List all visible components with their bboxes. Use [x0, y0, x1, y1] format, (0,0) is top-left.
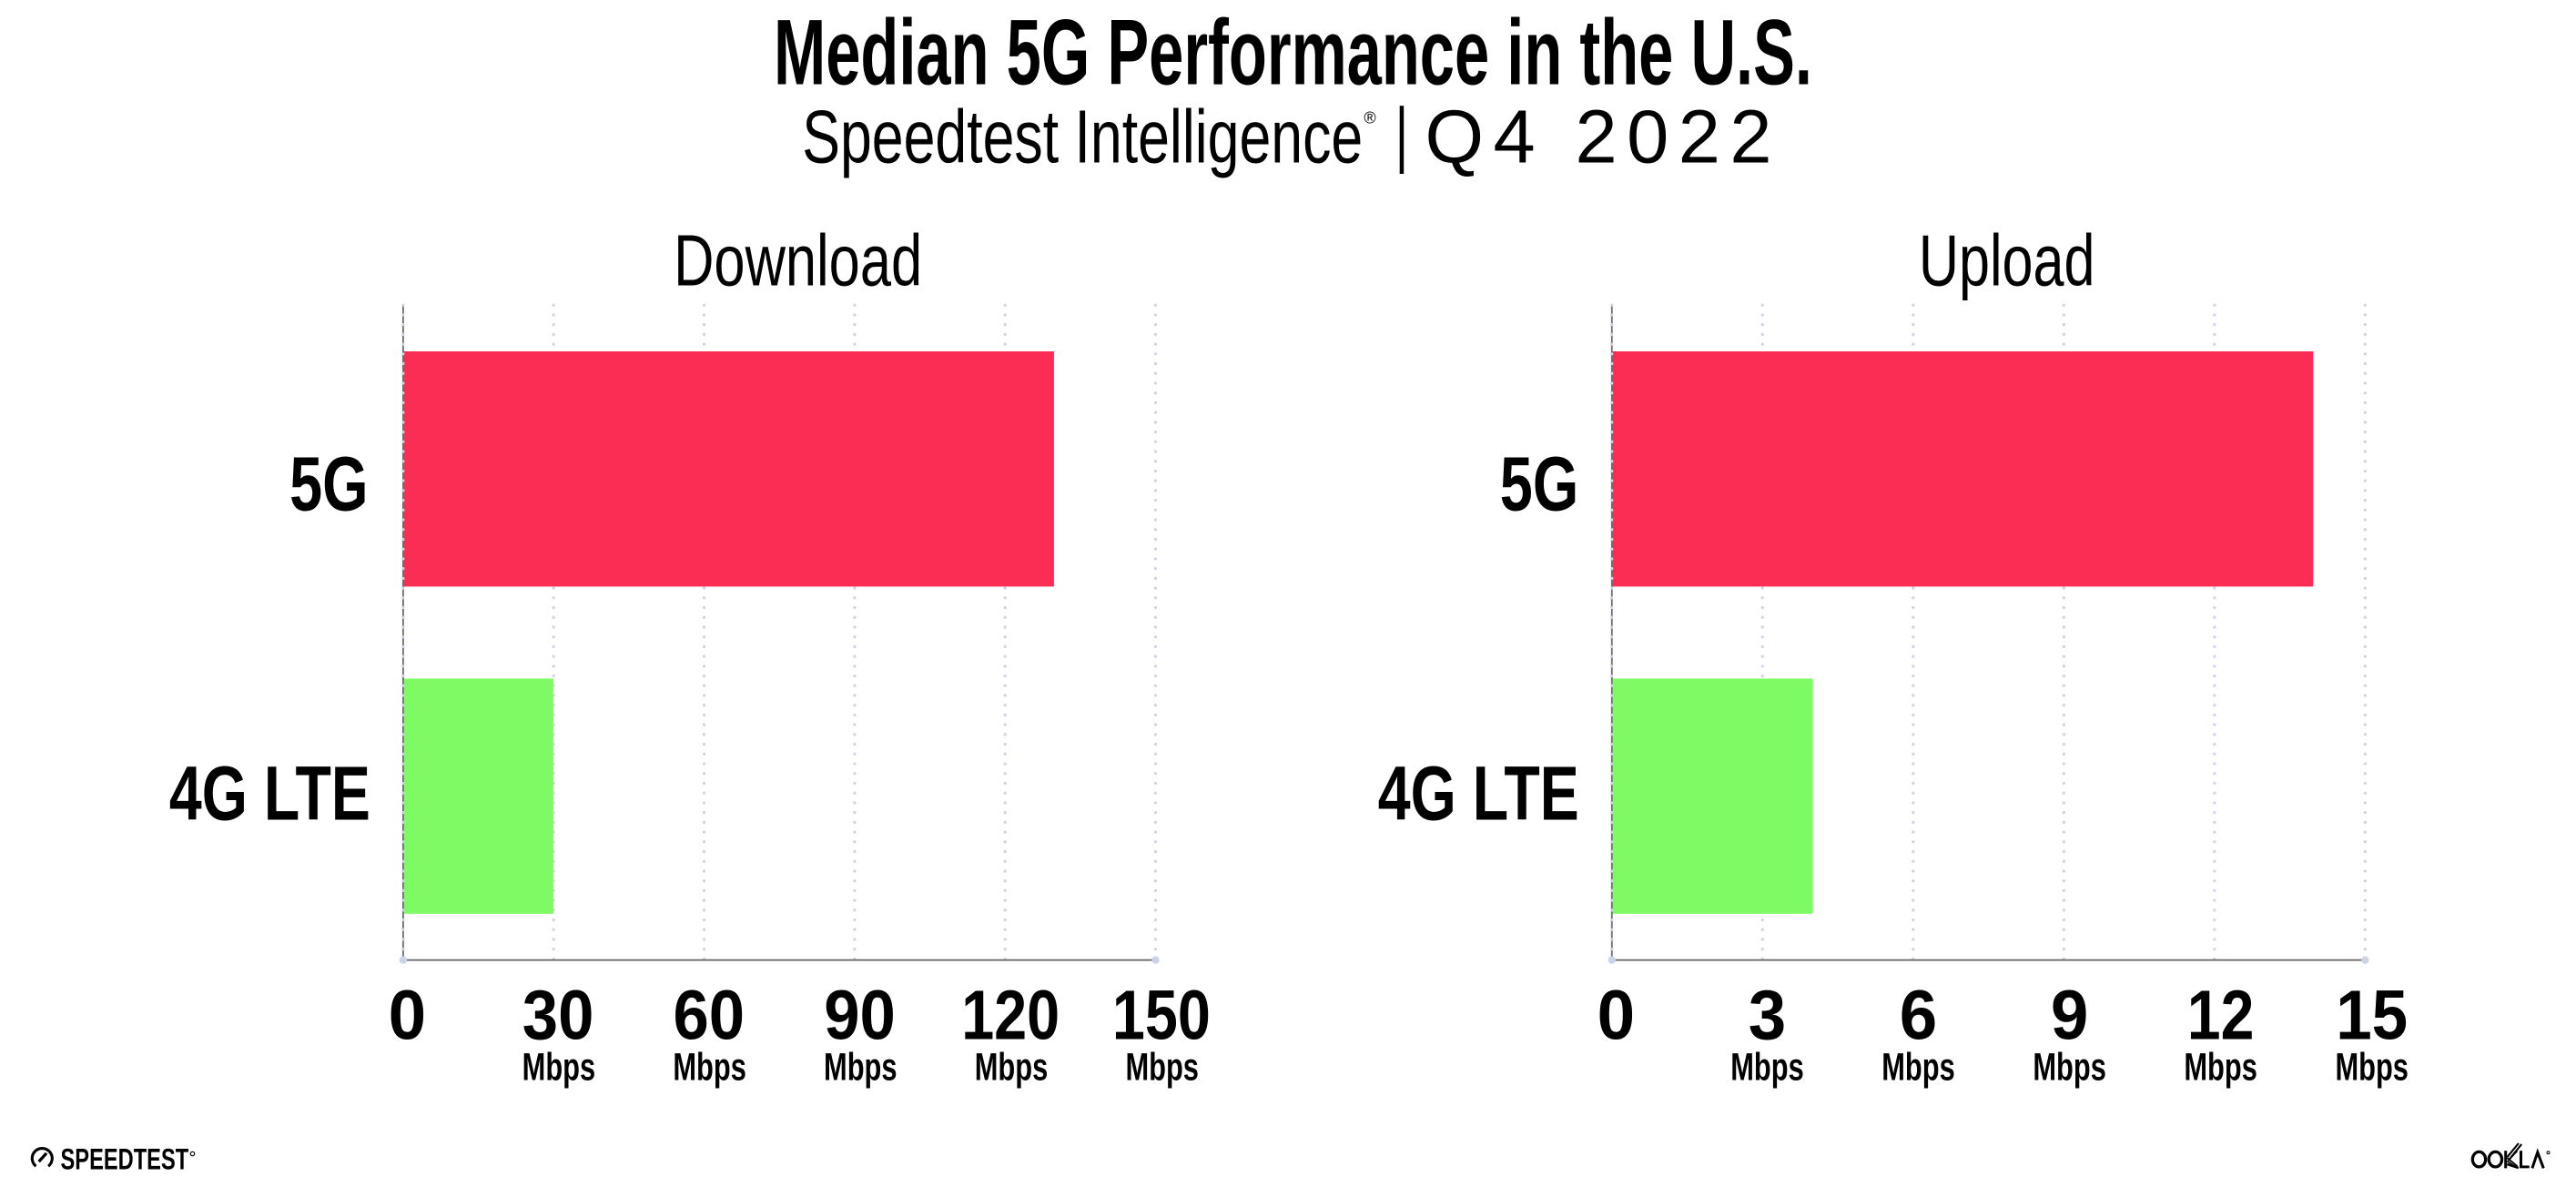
svg-text:6: 6: [1900, 976, 1938, 1054]
svg-text:Mbps: Mbps: [824, 1046, 898, 1090]
svg-text:5G: 5G: [289, 441, 369, 527]
svg-text:SPEEDTEST: SPEEDTEST: [61, 1143, 189, 1176]
svg-text:60: 60: [674, 976, 745, 1054]
svg-text:®: ®: [1364, 108, 1375, 127]
svg-text:Median 5G Performance in the U: Median 5G Performance in the U.S.: [774, 1, 1812, 105]
svg-text:5G: 5G: [1500, 441, 1579, 527]
svg-text:Mbps: Mbps: [1881, 1046, 1955, 1090]
svg-text:Mbps: Mbps: [975, 1046, 1049, 1090]
svg-text:90: 90: [824, 976, 896, 1054]
svg-text:15: 15: [2336, 976, 2408, 1054]
svg-text:4G LTE: 4G LTE: [169, 750, 370, 836]
svg-text:Mbps: Mbps: [1125, 1046, 1199, 1090]
svg-text:Mbps: Mbps: [2033, 1046, 2106, 1090]
svg-text:3: 3: [1749, 976, 1787, 1054]
svg-text:0: 0: [1597, 976, 1636, 1054]
svg-text:Q4 2022: Q4 2022: [1425, 95, 1772, 179]
svg-text:Speedtest Intelligence: Speedtest Intelligence: [802, 95, 1363, 179]
svg-text:Mbps: Mbps: [2184, 1046, 2257, 1090]
svg-text:Upload: Upload: [1919, 220, 2095, 301]
svg-text:Mbps: Mbps: [522, 1046, 596, 1090]
svg-text:120: 120: [961, 976, 1060, 1054]
svg-text:Mbps: Mbps: [1730, 1046, 1804, 1090]
svg-text:150: 150: [1112, 976, 1211, 1054]
svg-text:Download: Download: [674, 220, 922, 301]
svg-text:Mbps: Mbps: [673, 1046, 746, 1090]
svg-text:Mbps: Mbps: [2335, 1046, 2409, 1090]
svg-text:4G LTE: 4G LTE: [1378, 750, 1579, 836]
svg-text:9: 9: [2051, 976, 2089, 1054]
svg-text:30: 30: [522, 976, 594, 1054]
svg-text:0: 0: [389, 976, 427, 1054]
svg-text:12: 12: [2187, 976, 2255, 1054]
